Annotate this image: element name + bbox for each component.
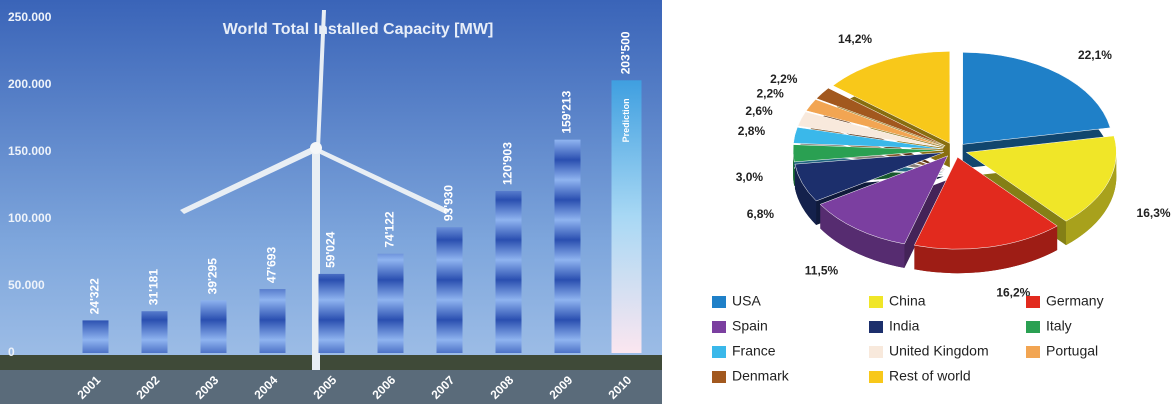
legend-swatch bbox=[712, 296, 726, 308]
bar bbox=[318, 273, 345, 353]
legend-swatch bbox=[1026, 296, 1040, 308]
value-label: 59'024 bbox=[324, 231, 338, 268]
bar bbox=[377, 253, 404, 353]
legend-label: USA bbox=[732, 293, 761, 309]
chart-title: World Total Installed Capacity [MW] bbox=[223, 21, 494, 38]
legend-label: Rest of world bbox=[889, 368, 971, 384]
value-label: 24'322 bbox=[88, 278, 102, 315]
slice-side bbox=[1065, 152, 1117, 246]
y-tick-label: 250.000 bbox=[8, 10, 52, 24]
value-label: 74'122 bbox=[383, 211, 397, 248]
slice-label: 2,2% bbox=[770, 72, 798, 86]
y-tick-label: 150.000 bbox=[8, 144, 52, 158]
legend-label: China bbox=[889, 293, 926, 309]
bar bbox=[259, 289, 286, 353]
y-tick-label: 0 bbox=[8, 345, 15, 359]
bar bbox=[611, 80, 642, 353]
legend-swatch bbox=[712, 321, 726, 333]
slice-side bbox=[914, 225, 1058, 274]
pie-slice bbox=[962, 52, 1111, 145]
value-label: 39'295 bbox=[206, 258, 220, 295]
legend-swatch bbox=[869, 296, 883, 308]
bar bbox=[554, 139, 581, 353]
value-label: 203'500 bbox=[619, 31, 633, 74]
pie-chart: 22,1% 16,3% 16,2% 11,5% 6,8% 3,0% 2,8% 2,6% 2,2%… bbox=[712, 32, 1171, 384]
slice-label: 11,5% bbox=[805, 263, 839, 277]
legend-label: Italy bbox=[1046, 318, 1072, 334]
legend-label: Portugal bbox=[1046, 343, 1098, 359]
bar bbox=[436, 227, 463, 353]
slice-label: 2,8% bbox=[738, 124, 766, 138]
slice-label: 16,2% bbox=[996, 286, 1030, 300]
slice-side bbox=[793, 150, 795, 186]
legend-label: France bbox=[732, 343, 776, 359]
annotation: Prediction bbox=[621, 98, 631, 142]
bar bbox=[200, 300, 227, 353]
legend-label: Germany bbox=[1046, 293, 1104, 309]
legend-swatch bbox=[712, 371, 726, 383]
pie-slice bbox=[792, 144, 944, 163]
legend-swatch bbox=[712, 346, 726, 358]
slice-label: 6,8% bbox=[747, 207, 775, 221]
legend-label: United Kingdom bbox=[889, 343, 989, 359]
pie-slice bbox=[793, 126, 944, 150]
legend-swatch bbox=[869, 346, 883, 358]
legend-swatch bbox=[869, 321, 883, 333]
slice-label: 16,3% bbox=[1137, 206, 1171, 220]
pie-slice bbox=[805, 99, 945, 147]
pie-slice bbox=[819, 155, 949, 245]
pie-slice bbox=[832, 51, 951, 144]
legend-swatch bbox=[1026, 346, 1040, 358]
legend-swatch bbox=[1026, 321, 1040, 333]
legend-label: India bbox=[889, 318, 920, 334]
pie-slice bbox=[797, 111, 944, 148]
slice-label: 22,1% bbox=[1078, 48, 1112, 62]
value-label: 159'213 bbox=[560, 90, 574, 133]
pie-slice bbox=[913, 156, 1058, 250]
y-tick-label: 100.000 bbox=[8, 211, 52, 225]
y-tick-label: 50.000 bbox=[8, 278, 45, 292]
value-label: 120'903 bbox=[501, 142, 515, 185]
bar bbox=[141, 311, 168, 353]
value-label: 47'693 bbox=[265, 247, 279, 284]
legend-label: Denmark bbox=[732, 368, 790, 384]
slice-label: 14,2% bbox=[838, 32, 872, 46]
bar bbox=[495, 190, 522, 353]
value-label: 93'930 bbox=[442, 185, 456, 222]
slice-label: 2,6% bbox=[745, 104, 773, 118]
pie-slice bbox=[965, 135, 1117, 222]
slice-label: 3,0% bbox=[736, 170, 764, 184]
pie-slice bbox=[794, 152, 944, 202]
pie-slice bbox=[815, 87, 946, 147]
bar bbox=[82, 320, 109, 353]
legend-label: Spain bbox=[732, 318, 768, 334]
legend-swatch bbox=[869, 371, 883, 383]
slice-label: 2,2% bbox=[756, 87, 784, 101]
y-tick-label: 200.000 bbox=[8, 77, 52, 91]
slice-side bbox=[820, 204, 905, 268]
value-label: 31'181 bbox=[147, 269, 161, 306]
